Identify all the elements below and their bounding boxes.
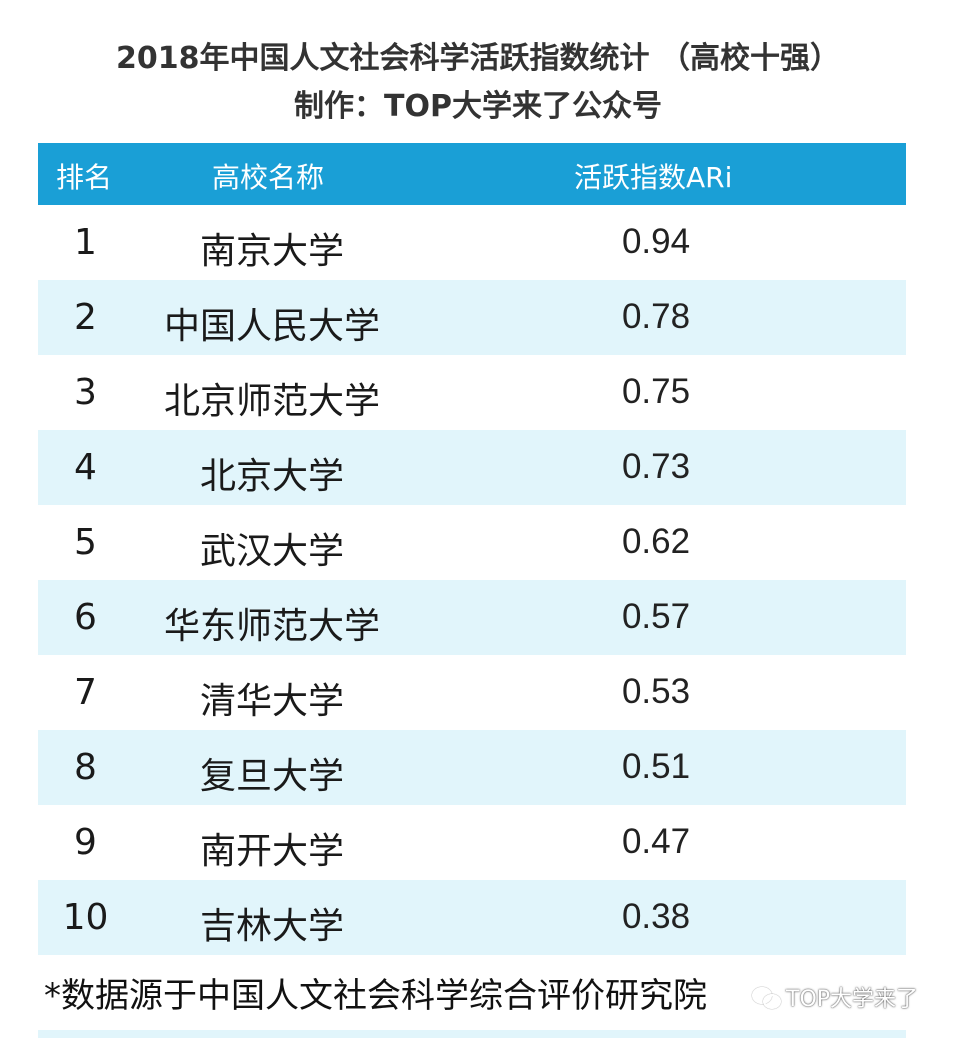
index-value-cell: 0.94 xyxy=(621,222,691,261)
table-row: 5 武汉大学 0.62 xyxy=(38,505,906,580)
index-value-cell: 0.73 xyxy=(621,447,691,486)
table-row: 9 南开大学 0.47 xyxy=(38,805,906,880)
index-value-cell: 0.75 xyxy=(621,372,691,411)
university-name-cell: 清华大学 xyxy=(199,681,344,722)
page-subtitle: 制作：TOP大学来了公众号 xyxy=(294,89,662,124)
ranking-table: 排名 高校名称 活跃指数ARi 1 南京大学 0.94 2 中国人民大学 0.7… xyxy=(38,143,906,955)
university-name-cell: 中国人民大学 xyxy=(163,306,380,347)
rank-cell: 8 xyxy=(74,747,97,788)
index-value-cell: 0.57 xyxy=(621,597,691,636)
bottom-stripe xyxy=(38,1030,906,1038)
table-row: 7 清华大学 0.53 xyxy=(38,655,906,730)
rank-cell: 10 xyxy=(62,897,109,938)
rank-cell: 1 xyxy=(74,222,97,263)
watermark: TOP大学来了 xyxy=(752,981,918,1013)
column-header-name: 高校名称 xyxy=(212,161,325,194)
column-header-index: 活跃指数ARi xyxy=(574,161,733,194)
university-name-cell: 南京大学 xyxy=(199,231,344,272)
index-value-cell: 0.47 xyxy=(621,822,691,861)
rank-cell: 9 xyxy=(74,822,97,863)
university-name-cell: 华东师范大学 xyxy=(163,606,380,647)
rank-cell: 4 xyxy=(74,447,97,488)
university-name-cell: 北京师范大学 xyxy=(163,381,380,422)
index-value-cell: 0.51 xyxy=(621,747,691,786)
index-value-cell: 0.53 xyxy=(621,672,691,711)
column-header-rank: 排名 xyxy=(56,161,113,194)
table-row: 10 吉林大学 0.38 xyxy=(38,880,906,955)
page-title: 2018年中国人文社会科学活跃指数统计 （高校十强） xyxy=(116,41,840,76)
rank-cell: 6 xyxy=(74,597,97,638)
rank-cell: 3 xyxy=(74,372,97,413)
wechat-icon xyxy=(752,985,782,1009)
watermark-text: TOP大学来了 xyxy=(786,987,919,1012)
table-row: 6 华东师范大学 0.57 xyxy=(38,580,906,655)
table-row: 1 南京大学 0.94 xyxy=(38,205,906,280)
university-name-cell: 复旦大学 xyxy=(199,756,344,797)
rank-cell: 2 xyxy=(74,297,97,338)
data-source-footnote: *数据源于中国人文社会科学综合评价研究院 xyxy=(44,976,707,1016)
table-row: 3 北京师范大学 0.75 xyxy=(38,355,906,430)
index-value-cell: 0.78 xyxy=(621,297,691,336)
rank-cell: 7 xyxy=(74,672,97,713)
table-row: 8 复旦大学 0.51 xyxy=(38,730,906,805)
rank-cell: 5 xyxy=(74,522,97,563)
index-value-cell: 0.62 xyxy=(621,522,691,561)
table-row: 4 北京大学 0.73 xyxy=(38,430,906,505)
index-value-cell: 0.38 xyxy=(621,897,691,936)
university-name-cell: 南开大学 xyxy=(199,831,344,872)
university-name-cell: 武汉大学 xyxy=(199,531,344,572)
table-row: 2 中国人民大学 0.78 xyxy=(38,280,906,355)
university-name-cell: 吉林大学 xyxy=(199,906,344,947)
table-header: 排名 高校名称 活跃指数ARi xyxy=(38,143,906,205)
university-name-cell: 北京大学 xyxy=(199,456,344,497)
